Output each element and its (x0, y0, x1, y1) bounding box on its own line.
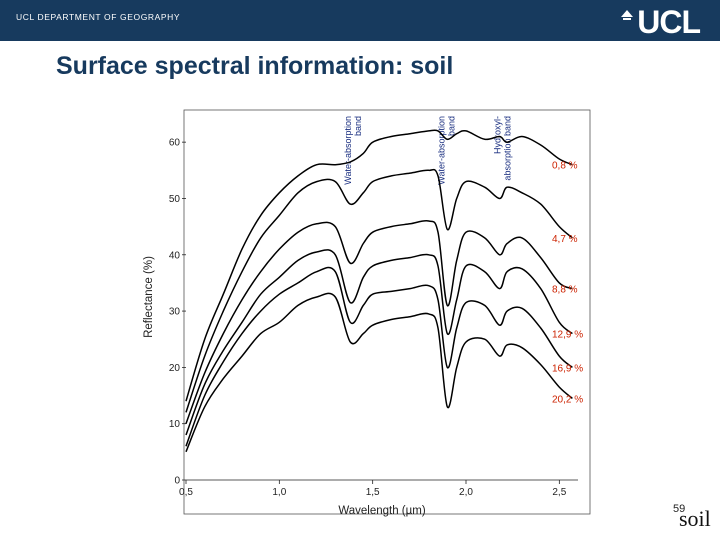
x-tick-label: 2,0 (459, 487, 473, 498)
y-tick-label: 0 (174, 476, 180, 487)
y-tick-label: 60 (169, 138, 181, 149)
y-tick-label: 50 (169, 194, 181, 205)
moisture-label: 8,8 % (552, 285, 578, 296)
x-tick-label: 1,0 (272, 487, 286, 498)
y-axis-label: Reflectance (%) (143, 256, 155, 338)
y-tick-label: 40 (169, 250, 181, 261)
series-line-6 (185, 292, 573, 453)
logo-text: UCL (637, 4, 701, 40)
moisture-label: 20,2 % (552, 394, 583, 405)
series-line-2 (185, 168, 573, 413)
ucl-logo: UCL (621, 4, 701, 40)
x-axis-label: Wavelength (µm) (338, 505, 426, 517)
moisture-label: 4,7 % (552, 234, 578, 245)
x-tick-label: 2,5 (552, 487, 566, 498)
department-name: UCL DEPARTMENT OF GEOGRAPHY (16, 12, 181, 22)
portico-icon (621, 10, 634, 24)
absorption-band-label: Water-absorptionband (436, 116, 456, 185)
x-tick-label: 0,5 (179, 487, 193, 498)
series-line-1 (185, 129, 573, 402)
moisture-label: 16,9 % (552, 363, 583, 374)
y-tick-label: 20 (169, 363, 181, 374)
series-line-4 (185, 249, 573, 436)
page-number: 59 (673, 503, 686, 515)
reflectance-chart: 0,5 1,0 1,5 2,0 2,5 0 10 20 30 40 50 60 Wavelength (… (138, 108, 600, 520)
y-tick-label: 10 (169, 419, 181, 430)
absorption-band-label: Water-absorptionband (343, 116, 363, 185)
y-tick-label: 30 (169, 307, 181, 318)
footer-word: soil (679, 506, 711, 531)
absorption-band-label: Hydroxyl-absorption band (492, 116, 512, 181)
series-line-3 (185, 219, 573, 424)
moisture-label: 0,8 % (552, 161, 578, 172)
chart-svg: 0,5 1,0 1,5 2,0 2,5 0 10 20 30 40 50 60 Wavelength (… (143, 109, 591, 517)
slide-title: Surface spectral information: soil (56, 52, 454, 80)
header-bar: UCL DEPARTMENT OF GEOGRAPHY UCL (0, 0, 720, 41)
chart-frame (183, 109, 591, 515)
x-tick-label: 1,5 (366, 487, 380, 498)
moisture-label: 12,9 % (552, 330, 583, 341)
series-line-5 (185, 266, 573, 447)
